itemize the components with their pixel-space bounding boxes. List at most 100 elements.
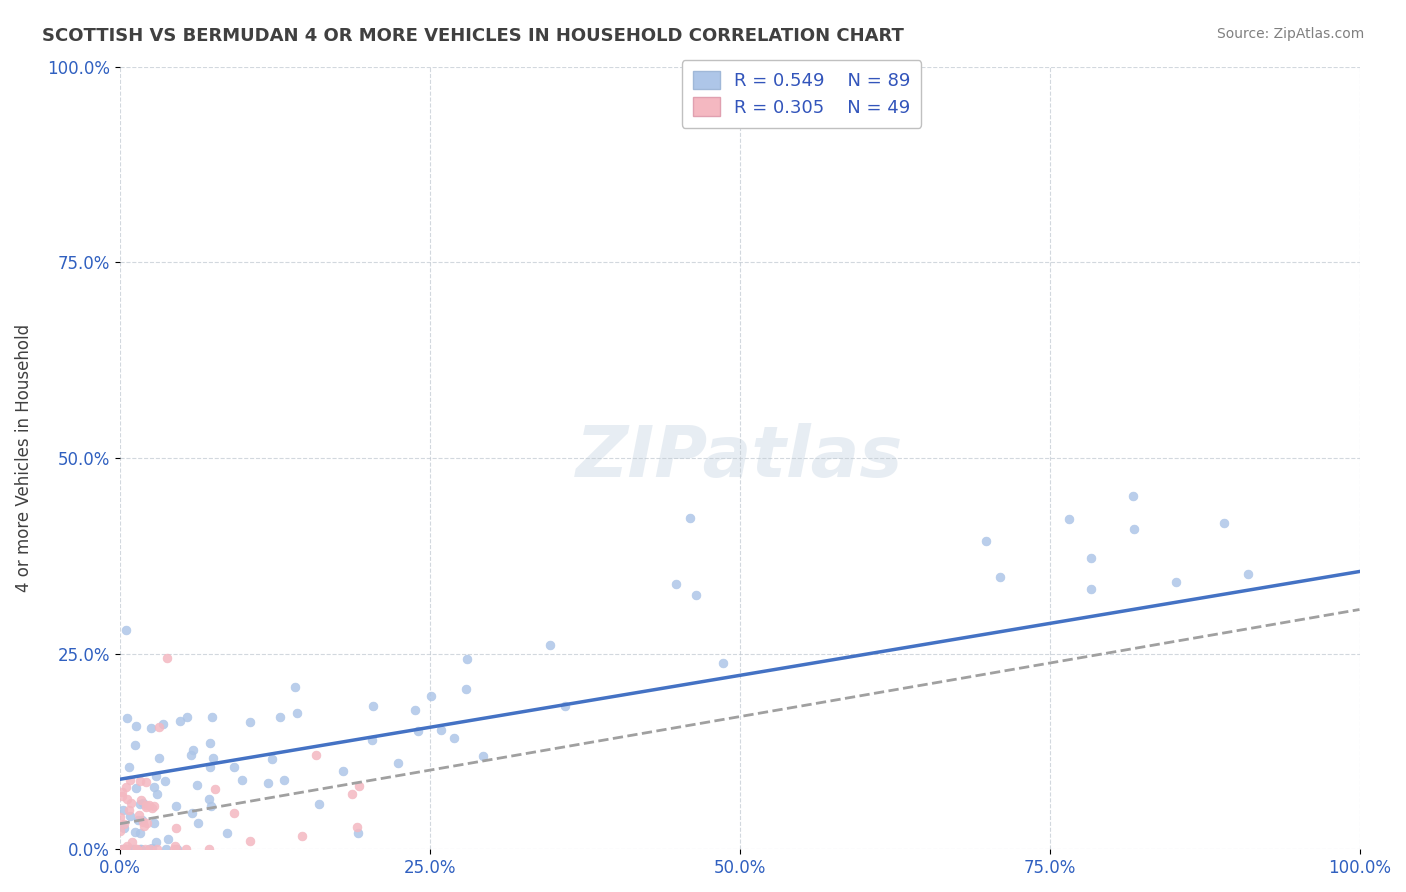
Point: [146, 842, 169, 856]
Point: [145, 788, 167, 802]
Point: [1080, 550, 1102, 565]
Point: [165, 842, 187, 856]
Point: [142, 816, 165, 830]
Text: SCOTTISH VS BERMUDAN 4 OR MORE VEHICLES IN HOUSEHOLD CORRELATION CHART: SCOTTISH VS BERMUDAN 4 OR MORE VEHICLES …: [42, 27, 904, 45]
Point: [1236, 566, 1258, 581]
Point: [148, 720, 170, 734]
Point: [165, 798, 187, 813]
Point: [1080, 582, 1102, 597]
Point: [454, 681, 477, 696]
Point: [117, 839, 139, 854]
Point: [141, 840, 163, 855]
Point: [118, 803, 141, 817]
Point: [187, 816, 209, 830]
Point: [256, 776, 278, 790]
Point: [128, 797, 150, 812]
Point: [198, 736, 221, 750]
Y-axis label: 4 or more Vehicles in Household: 4 or more Vehicles in Household: [15, 324, 32, 592]
Point: [471, 749, 494, 764]
Point: [138, 797, 160, 812]
Point: [142, 780, 165, 794]
Point: [134, 819, 156, 833]
Point: [456, 651, 478, 665]
Point: [124, 825, 146, 839]
Point: [222, 805, 245, 820]
Point: [118, 809, 141, 823]
Point: [111, 842, 134, 856]
Point: [180, 747, 202, 762]
Point: [125, 842, 148, 856]
Legend: R = 0.549    N = 89, R = 0.305    N = 49: R = 0.549 N = 89, R = 0.305 N = 49: [682, 60, 921, 128]
Point: [291, 829, 314, 843]
Point: [1122, 490, 1144, 504]
Point: [217, 826, 239, 840]
Point: [138, 842, 160, 856]
Point: [1166, 574, 1188, 589]
Point: [305, 747, 328, 762]
Point: [110, 810, 132, 824]
Point: [974, 533, 997, 548]
Point: [135, 800, 157, 814]
Point: [131, 814, 153, 828]
Point: [201, 710, 224, 724]
Point: [285, 706, 308, 721]
Point: [114, 623, 136, 637]
Point: [273, 772, 295, 787]
Point: [361, 698, 384, 713]
Point: [117, 711, 139, 725]
Point: [110, 824, 132, 838]
Point: [127, 814, 149, 828]
Point: [139, 842, 162, 856]
Point: [679, 510, 702, 524]
Point: [121, 842, 143, 856]
Point: [406, 724, 429, 739]
Point: [112, 803, 135, 817]
Point: [1057, 511, 1080, 525]
Point: [134, 842, 156, 856]
Point: [135, 775, 157, 789]
Point: [135, 815, 157, 830]
Point: [115, 780, 138, 794]
Point: [145, 769, 167, 783]
Point: [361, 733, 384, 747]
Point: [120, 773, 142, 788]
Point: [155, 842, 177, 856]
Point: [554, 699, 576, 714]
Point: [121, 835, 143, 849]
Point: [200, 799, 222, 814]
Point: [141, 801, 163, 815]
Point: [204, 781, 226, 796]
Point: [111, 785, 134, 799]
Point: [332, 764, 354, 778]
Point: [198, 760, 221, 774]
Point: [163, 842, 186, 856]
Point: [145, 835, 167, 849]
Point: [155, 651, 177, 665]
Point: [231, 772, 253, 787]
Point: [262, 751, 284, 765]
Point: [346, 826, 368, 840]
Point: [1122, 522, 1144, 536]
Point: [346, 821, 368, 835]
Point: [112, 816, 135, 830]
Point: [111, 842, 134, 856]
Point: [112, 822, 135, 836]
Point: [120, 797, 142, 811]
Point: [181, 805, 204, 820]
Point: [115, 792, 138, 806]
Point: [176, 710, 198, 724]
Point: [129, 793, 152, 807]
Point: [174, 842, 197, 856]
Point: [129, 842, 152, 856]
Point: [186, 778, 208, 792]
Point: [152, 717, 174, 731]
Point: [166, 842, 188, 856]
Point: [163, 838, 186, 853]
Point: [685, 588, 707, 602]
Point: [118, 760, 141, 774]
Point: [665, 576, 688, 591]
Point: [115, 842, 138, 856]
Point: [111, 789, 134, 803]
Point: [202, 750, 225, 764]
Point: [197, 792, 219, 806]
